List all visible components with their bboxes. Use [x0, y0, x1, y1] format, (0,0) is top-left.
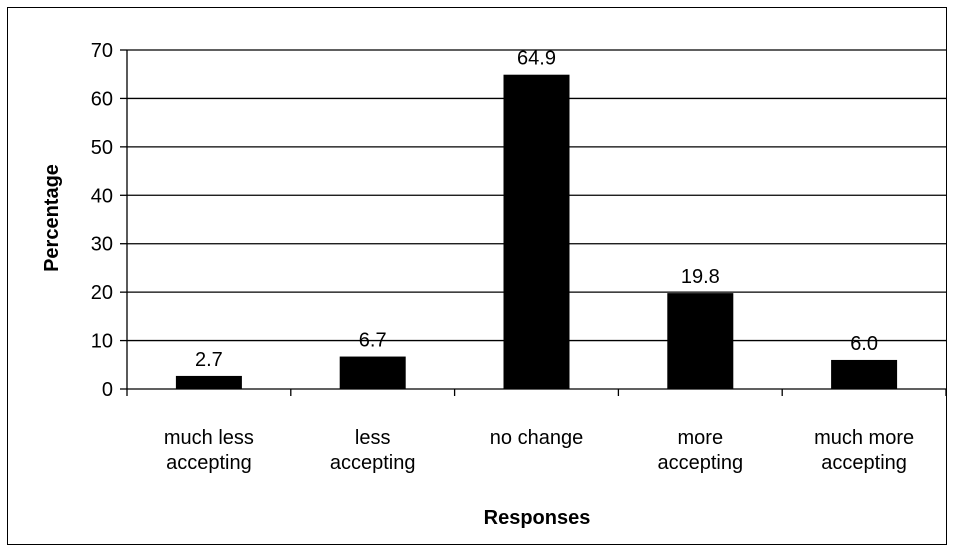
y-tick-label-60: 60: [91, 88, 113, 110]
x-category-label-line: more: [678, 427, 724, 449]
x-category-label-1: less accepting: [330, 427, 416, 474]
x-category-label-3: more accepting: [657, 427, 743, 474]
x-category-label-line: accepting: [330, 452, 416, 474]
y-tick-label-70: 70: [91, 40, 113, 62]
x-category-label-line: no change: [490, 427, 583, 449]
data-label-4: 6.0: [850, 333, 878, 355]
y-axis-title: Percentage: [41, 164, 63, 272]
data-label-3: 19.8: [681, 266, 720, 288]
x-category-label-line: accepting: [821, 452, 907, 474]
axes: [120, 49, 947, 396]
bar-2: [503, 74, 570, 389]
y-tick-label-30: 30: [91, 234, 113, 256]
bar-3: [667, 293, 734, 389]
bar-4: [831, 359, 898, 389]
bar-0: [175, 375, 242, 389]
chart-frame: [7, 7, 947, 545]
bar-1: [339, 356, 406, 389]
labels: 0 10 20 30 40 50 60 70 2.7 much less accepting 6.7 l…: [91, 40, 914, 474]
x-category-label-line: accepting: [657, 452, 743, 474]
x-category-label-line: much more: [814, 427, 914, 449]
x-category-label-0: much less accepting: [164, 427, 254, 474]
y-tick-label-10: 10: [91, 331, 113, 353]
y-tick-label-20: 20: [91, 282, 113, 304]
bars: [175, 74, 898, 389]
x-category-label-4: much more accepting: [814, 427, 914, 474]
y-tick-label-50: 50: [91, 137, 113, 159]
x-category-label-line: accepting: [166, 452, 252, 474]
y-tick-label-40: 40: [91, 185, 113, 207]
data-label-0: 2.7: [195, 349, 223, 371]
x-category-label-line: less: [355, 427, 391, 449]
data-label-1: 6.7: [359, 330, 387, 352]
y-tick-label-0: 0: [102, 379, 113, 401]
data-label-2: 64.9: [517, 48, 556, 70]
x-category-label-line: much less: [164, 427, 254, 449]
x-category-label-2: no change: [490, 427, 583, 449]
x-axis-title: Responses: [484, 507, 591, 529]
